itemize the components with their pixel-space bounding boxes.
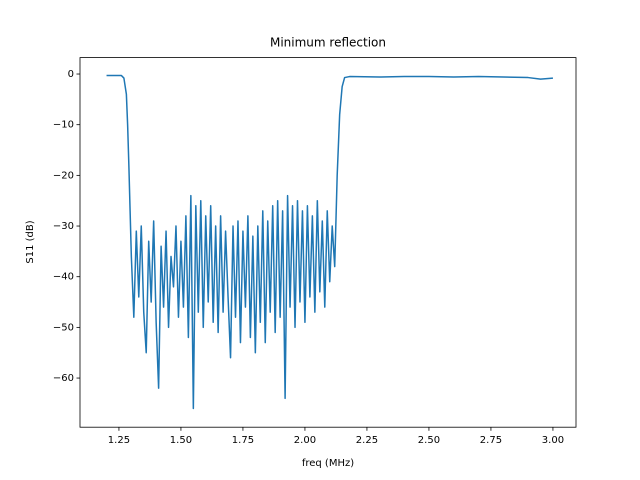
x-tick-label: 1.50 (170, 435, 192, 446)
y-tick-label: 0 (68, 69, 74, 80)
y-axis-label: S11 (dB) (25, 220, 36, 263)
y-tick-label: −40 (53, 272, 74, 283)
y-tick-label: −10 (53, 120, 74, 131)
x-tick-label: 2.25 (356, 435, 378, 446)
x-tick-label: 1.25 (108, 435, 130, 446)
y-tick-label: −50 (53, 322, 74, 333)
data-line (106, 74, 554, 410)
chart-title: Minimum reflection (270, 36, 386, 50)
x-tick-label: 1.75 (232, 435, 254, 446)
x-tick-label: 2.75 (480, 435, 502, 446)
x-axis-label: freq (MHz) (302, 458, 354, 469)
y-tick-label: −30 (53, 221, 74, 232)
x-tick-label: 2.50 (418, 435, 440, 446)
y-tick-label: −20 (53, 170, 74, 181)
x-tick-label: 3.00 (542, 435, 564, 446)
plot-frame (79, 57, 577, 428)
x-tick-label: 2.00 (294, 435, 316, 446)
y-tick-label: −60 (53, 373, 74, 384)
